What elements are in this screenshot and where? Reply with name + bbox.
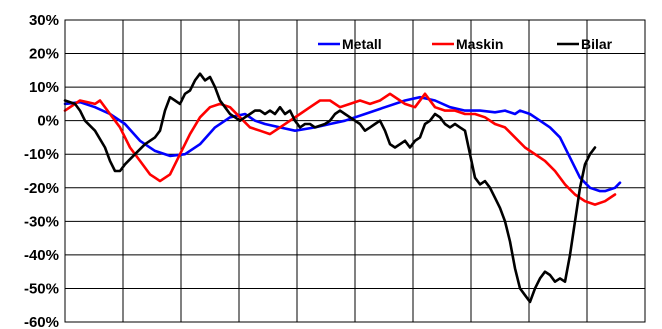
y-tick-label: 10%: [29, 79, 59, 96]
y-tick-label: 20%: [29, 46, 59, 63]
y-tick-label: -50%: [24, 280, 59, 297]
series-line-bilar: [63, 72, 597, 304]
legend-label-maskin: Maskin: [456, 36, 503, 52]
y-tick-label: -60%: [24, 314, 59, 329]
series-line-metall: [63, 95, 622, 193]
y-tick-label: 30%: [29, 12, 59, 29]
legend-label-metall: Metall: [342, 36, 382, 52]
y-tick-label: -40%: [24, 247, 59, 264]
y-axis: 30% 20% 10% 0% -10% -20% -30% -40% -50% -60%: [24, 12, 59, 329]
y-tick-label: -20%: [24, 180, 59, 197]
y-tick-label: -10%: [24, 146, 59, 163]
legend-label-bilar: Bilar: [581, 36, 613, 52]
y-tick-label: -30%: [24, 213, 59, 230]
plot-frame: [64, 19, 646, 323]
y-tick-label: 0%: [37, 113, 59, 130]
series-line-maskin: [63, 92, 617, 206]
series-lines: [63, 72, 622, 304]
grid: [65, 19, 645, 323]
legend: Metall Maskin Bilar: [318, 36, 613, 52]
